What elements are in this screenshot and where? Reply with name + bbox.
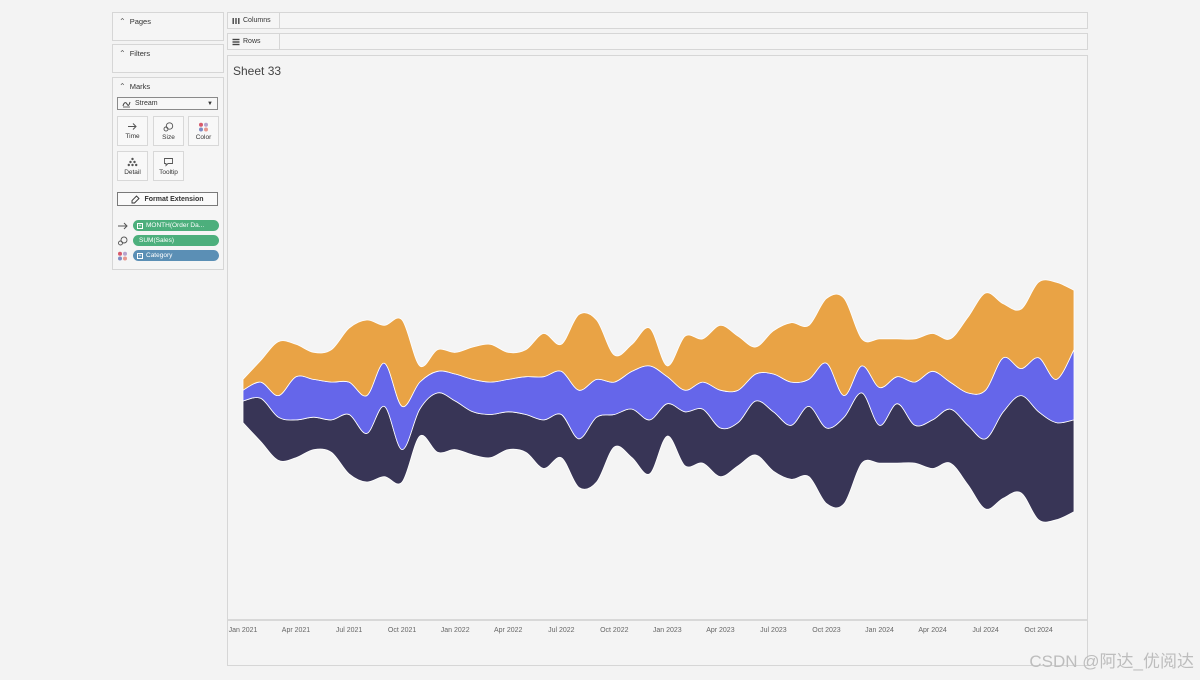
pages-header[interactable]: ⌃ Pages: [113, 13, 223, 30]
pill-label: MONTH(Order Da...: [146, 222, 205, 229]
tooltip-button[interactable]: Tooltip: [153, 151, 184, 181]
pill-row-color: + Category: [117, 250, 219, 261]
category-pill[interactable]: + Category: [133, 250, 219, 261]
x-tick-label: Oct 2024: [1024, 627, 1053, 634]
x-tick-label: Apr 2022: [494, 627, 523, 634]
x-tick-label: Oct 2022: [600, 627, 629, 634]
detail-icon: [127, 157, 138, 166]
sum-sales-pill[interactable]: SUM(Sales): [133, 235, 219, 246]
color-button[interactable]: Color: [188, 116, 219, 146]
columns-icon: [232, 17, 240, 24]
color-dots-icon: [118, 251, 127, 260]
marks-panel: ⌃ Marks Stream ▼ Time Size Color: [112, 77, 224, 270]
x-tick-label: Oct 2023: [812, 627, 841, 634]
sheet-title: Sheet 33: [233, 64, 282, 78]
mark-type-label: Stream: [135, 100, 158, 107]
rows-icon: [232, 38, 240, 45]
chevron-up-icon: ⌃: [119, 48, 126, 58]
format-extension-label: Format Extension: [144, 195, 204, 203]
caret-down-icon: ▼: [207, 100, 213, 107]
columns-shelf-label: Columns: [228, 13, 280, 28]
mark-type-dropdown[interactable]: Stream ▼: [117, 97, 218, 110]
rows-label: Rows: [243, 38, 261, 45]
arrow-right-icon: [128, 123, 137, 130]
expand-icon: +: [137, 252, 143, 259]
rows-shelf-label: Rows: [228, 34, 280, 49]
chevron-up-icon: ⌃: [119, 16, 126, 26]
filters-title: Filters: [129, 49, 151, 58]
watermark: CSDN @阿达_优阅达: [1029, 652, 1194, 671]
x-tick-label: Jul 2023: [760, 627, 787, 634]
time-button[interactable]: Time: [117, 116, 148, 146]
speech-bubble-icon: [164, 157, 173, 167]
size-icon: [163, 121, 174, 131]
color-dots-icon: [199, 122, 208, 131]
size-label: Size: [162, 133, 175, 141]
pages-title: Pages: [129, 17, 151, 26]
size-button[interactable]: Size: [153, 116, 184, 146]
marks-header[interactable]: ⌃ Marks: [113, 78, 223, 95]
stream-layer-3[interactable]: [242, 279, 1075, 407]
rows-shelf[interactable]: Rows: [227, 33, 1088, 50]
x-tick-label: Apr 2024: [918, 627, 947, 634]
streamgraph-chart: Jan 2021 Apr 2021 Jul 2021 Oct 2021 Jan 2022…: [228, 279, 1087, 634]
x-tick-label: Jan 2021: [229, 627, 258, 634]
filters-header[interactable]: ⌃ Filters: [113, 45, 223, 62]
size-icon: [118, 236, 128, 245]
x-tick-label: Jan 2023: [653, 627, 682, 634]
tooltip-label: Tooltip: [159, 168, 178, 176]
x-tick-label: Apr 2021: [282, 627, 311, 634]
x-tick-label: Jul 2024: [972, 627, 999, 634]
pages-panel: ⌃ Pages: [112, 12, 224, 41]
time-label: Time: [125, 133, 140, 140]
format-extension-button[interactable]: Format Extension: [117, 192, 218, 206]
sheet-view: Sheet 33 Jan 2021 Apr 2021 Jul 2021 Oct 202…: [227, 55, 1088, 666]
detail-label: Detail: [124, 168, 141, 176]
expand-icon: +: [137, 222, 143, 229]
x-tick-label: Jan 2022: [441, 627, 470, 634]
chevron-up-icon: ⌃: [119, 81, 126, 91]
filters-panel: ⌃ Filters: [112, 44, 224, 73]
x-tick-label: Apr 2023: [706, 627, 735, 634]
x-tick-label: Jan 2024: [865, 627, 894, 634]
columns-shelf[interactable]: Columns: [227, 12, 1088, 29]
stream-mark-icon: [122, 101, 131, 107]
pill-row-size: SUM(Sales): [117, 235, 219, 246]
month-order-date-pill[interactable]: + MONTH(Order Da...: [133, 220, 219, 231]
pill-label: SUM(Sales): [139, 237, 175, 244]
edit-icon: [131, 194, 141, 203]
x-tick-label: Jul 2021: [336, 627, 363, 634]
arrow-right-icon: [118, 222, 128, 229]
marks-title: Marks: [129, 82, 151, 91]
pill-row-time: + MONTH(Order Da...: [117, 220, 219, 231]
pill-label: Category: [146, 252, 173, 259]
color-label: Color: [195, 133, 212, 141]
x-tick-label: Jul 2022: [548, 627, 575, 634]
detail-button[interactable]: Detail: [117, 151, 148, 181]
x-tick-label: Oct 2021: [388, 627, 417, 634]
columns-label: Columns: [243, 17, 271, 24]
